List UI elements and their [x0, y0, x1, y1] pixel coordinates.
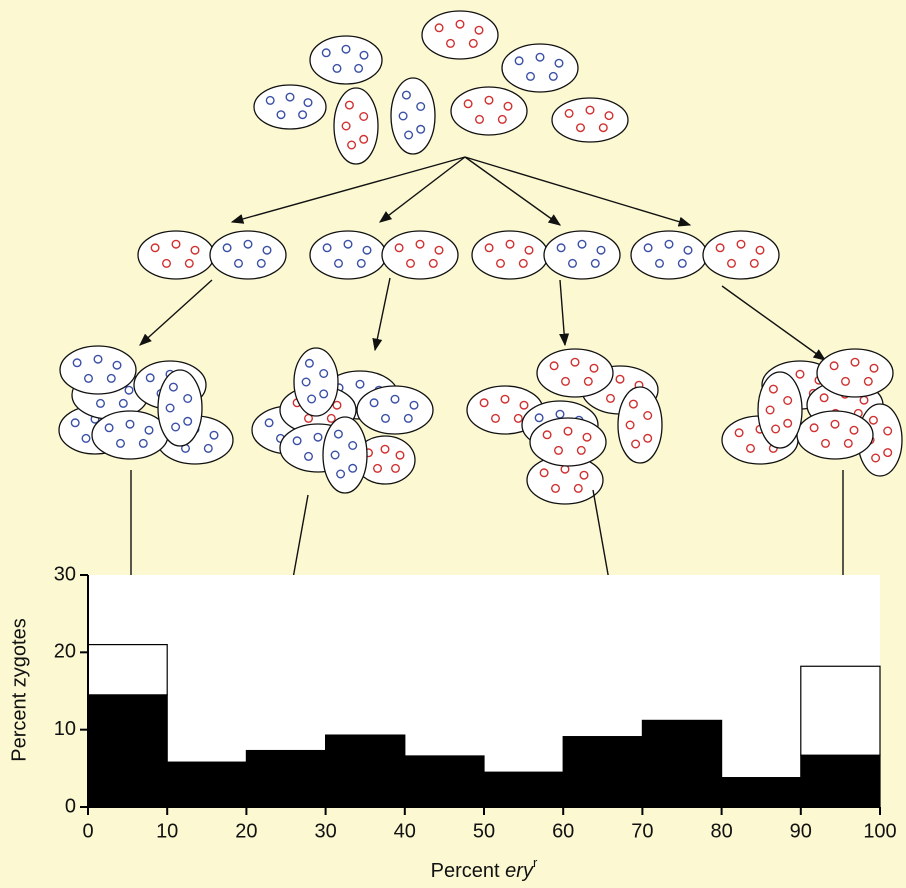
x-tick-label: 90 — [790, 820, 812, 842]
cell — [210, 231, 286, 279]
cell-body — [537, 349, 613, 397]
cell — [310, 231, 386, 279]
bar — [722, 778, 801, 807]
cell — [334, 88, 378, 164]
cell — [391, 78, 435, 154]
bar — [326, 735, 405, 807]
x-tick-label: 50 — [473, 820, 495, 842]
cell-body — [451, 87, 527, 135]
cell-body — [472, 231, 548, 279]
cell — [544, 231, 620, 279]
cell — [618, 387, 662, 463]
bar — [801, 755, 880, 807]
y-tick-label: 10 — [54, 718, 76, 740]
x-tick-label: 100 — [863, 820, 896, 842]
y-tick-label: 0 — [65, 795, 76, 817]
cell — [294, 348, 338, 416]
cell — [797, 411, 873, 459]
cell-body — [357, 386, 433, 434]
cell-body — [502, 44, 578, 92]
cell-body — [310, 231, 386, 279]
cell — [382, 231, 458, 279]
cell-body — [382, 231, 458, 279]
cell-body — [422, 11, 498, 59]
cell — [631, 231, 707, 279]
cell-body — [391, 78, 435, 154]
cell-body — [758, 372, 802, 448]
cell-body — [334, 88, 378, 164]
x-tick-label: 60 — [552, 820, 574, 842]
cell — [530, 418, 606, 466]
cell-body — [254, 85, 326, 129]
cell — [92, 411, 168, 459]
x-tick-label: 10 — [156, 820, 178, 842]
cell-body — [294, 348, 338, 416]
x-tick-label: 20 — [235, 820, 257, 842]
cell-body — [210, 231, 286, 279]
cell-body — [631, 231, 707, 279]
bar — [405, 756, 484, 807]
cell — [703, 231, 779, 279]
figure: 0 10 20 30 0 10 20 30 40 50 60 70 80 90 100 Percent zy… — [0, 0, 906, 888]
page: {"chart_data": {"type": "histogram", "x_… — [0, 0, 906, 888]
cell — [552, 98, 628, 142]
cell — [138, 231, 214, 279]
plot: 0 10 20 30 0 10 20 30 40 50 60 70 80 90 100 — [54, 563, 897, 842]
cell-body — [310, 36, 382, 84]
bar — [246, 751, 325, 807]
cell-body — [60, 346, 136, 394]
cell — [310, 36, 382, 84]
cell-body — [797, 411, 873, 459]
cell — [451, 87, 527, 135]
cell — [537, 349, 613, 397]
cell-body — [530, 418, 606, 466]
cell-body — [817, 349, 893, 397]
x-axis-label: Percent eryr — [431, 855, 538, 882]
cell-body — [618, 387, 662, 463]
cell-body — [544, 231, 620, 279]
x-label-text: Percent — [431, 860, 500, 882]
cell-body — [323, 417, 367, 493]
y-axis-label: Percent zygotes — [8, 618, 30, 761]
x-label-sup: r — [533, 855, 538, 870]
cell — [817, 349, 893, 397]
x-label-italic: ery — [505, 860, 534, 882]
bar — [88, 645, 167, 695]
cell-body — [92, 411, 168, 459]
x-tick-label: 30 — [314, 820, 336, 842]
cell — [323, 417, 367, 493]
x-tick-label: 0 — [82, 820, 93, 842]
cell — [254, 85, 326, 129]
bar — [88, 695, 167, 807]
cell — [357, 386, 433, 434]
bar — [167, 762, 246, 807]
y-tick-label: 30 — [54, 563, 76, 585]
cell-body — [158, 370, 202, 446]
x-tick-label: 80 — [710, 820, 732, 842]
cell — [472, 231, 548, 279]
bar — [801, 666, 880, 755]
cell-body — [552, 98, 628, 142]
y-tick-label: 20 — [54, 641, 76, 663]
bar — [484, 772, 563, 807]
cell — [60, 346, 136, 394]
bar — [642, 720, 721, 807]
bar — [563, 737, 642, 807]
cell-body — [703, 231, 779, 279]
cell — [422, 11, 498, 59]
cell-body — [138, 231, 214, 279]
x-tick-label: 40 — [394, 820, 416, 842]
x-tick-label: 70 — [631, 820, 653, 842]
cell — [502, 44, 578, 92]
cell — [158, 370, 202, 446]
cell — [758, 372, 802, 448]
